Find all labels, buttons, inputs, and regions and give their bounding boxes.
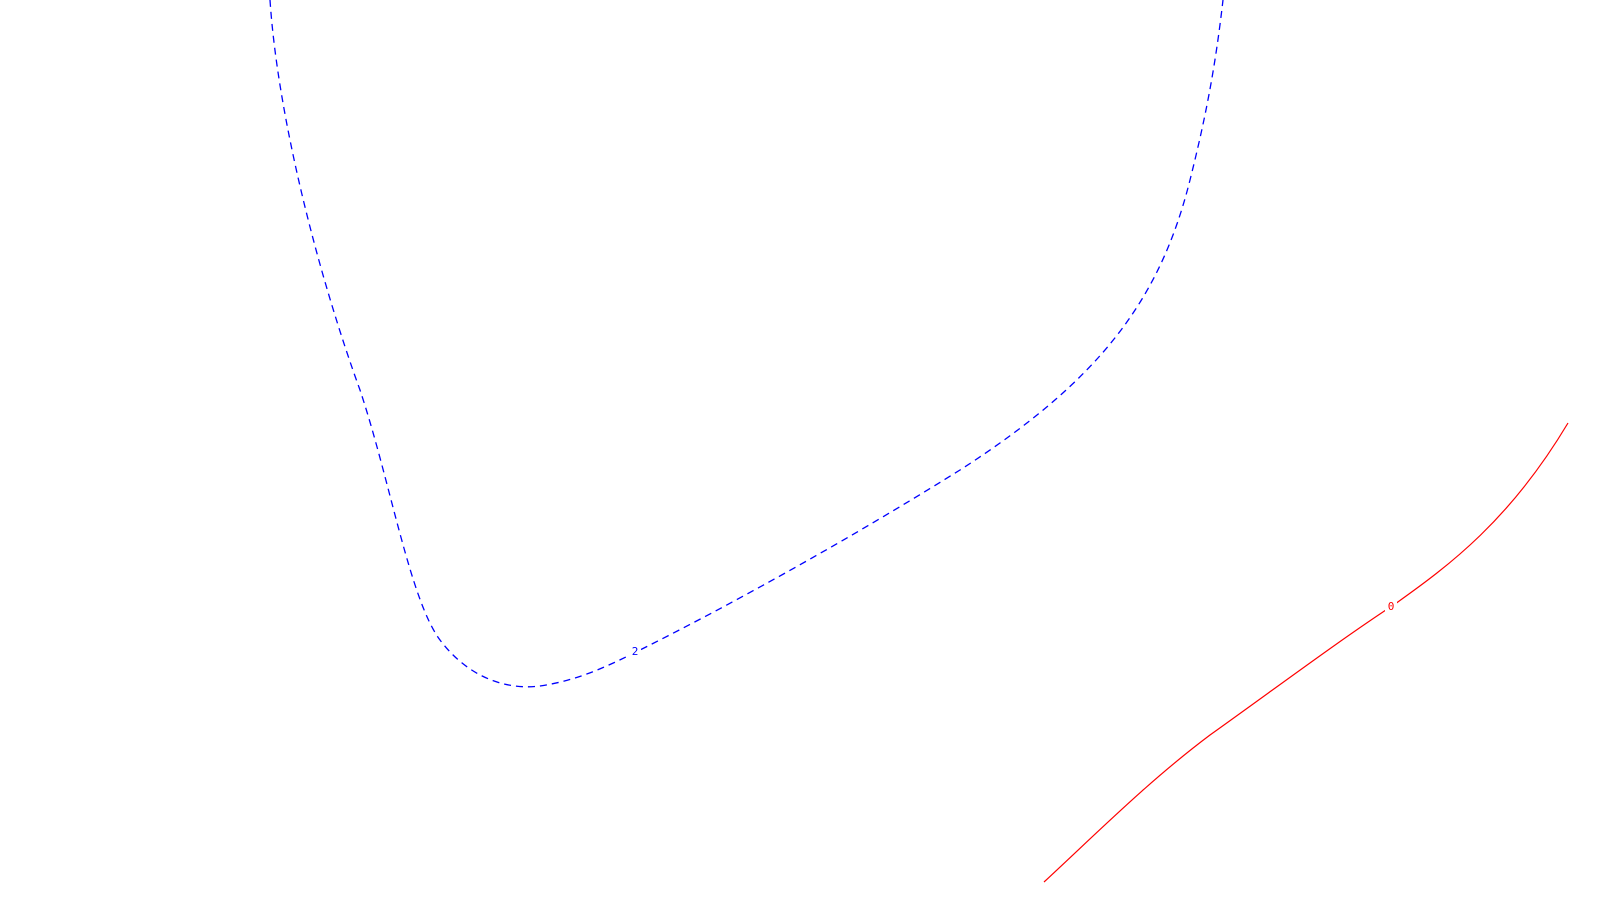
contour-line-solid [1043, 422, 1569, 883]
contour-label-0: 0 [1388, 600, 1395, 613]
label-knockout [629, 644, 641, 657]
contour-label-2: 2 [632, 645, 639, 658]
contour-line-dashed [269, 0, 1224, 688]
label-knockout [1385, 599, 1397, 612]
